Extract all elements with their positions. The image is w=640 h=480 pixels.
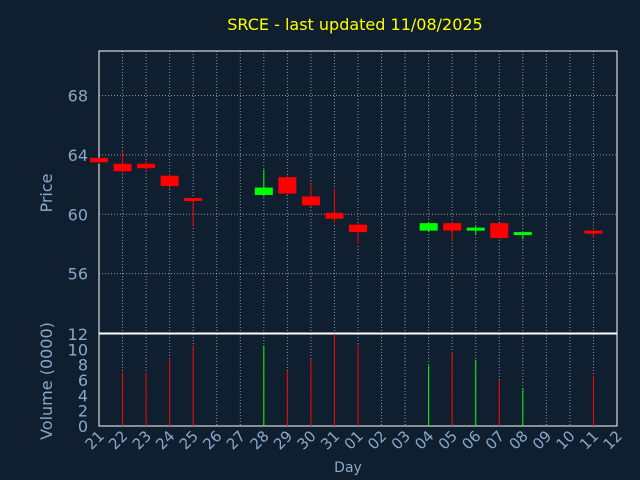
day-tick-label: 31 (317, 427, 343, 453)
day-tick-label: 07 (482, 427, 508, 453)
day-tick-label: 30 (294, 427, 320, 453)
day-tick-label: 01 (341, 427, 367, 453)
candle-body (301, 196, 320, 206)
day-tick-label: 09 (529, 427, 555, 453)
candle-body (513, 232, 532, 236)
price-axis-label: Price (37, 173, 56, 212)
volume-tick-label: 0 (78, 417, 88, 436)
volume-tick-label: 4 (78, 386, 88, 405)
volume-tick-label: 6 (78, 371, 88, 390)
price-tick-label: 68 (68, 87, 88, 106)
day-tick-label: 12 (600, 427, 626, 453)
day-tick-label: 29 (270, 427, 296, 453)
day-tick-label: 25 (176, 427, 202, 453)
candle-body (490, 223, 509, 239)
candle-body (443, 223, 462, 231)
price-panel: 56 60 64 68 (68, 50, 618, 334)
day-tick-label: 08 (505, 427, 531, 453)
day-tick-label: 22 (105, 427, 131, 453)
candle-body (349, 224, 367, 233)
day-tick-label: 24 (152, 427, 178, 453)
day-tick-label: 28 (246, 427, 272, 453)
price-tick-label: 60 (68, 205, 88, 224)
day-tick-label: 26 (199, 427, 225, 453)
volume-panel: 0246810122122232425262728293031010203040… (68, 325, 626, 453)
day-tick-label: 05 (435, 427, 461, 453)
day-tick-label: 10 (553, 427, 579, 453)
candle-body (325, 212, 344, 219)
price-frame (98, 50, 618, 334)
day-tick-label: 03 (388, 427, 414, 453)
day-tick-label: 04 (411, 427, 437, 453)
price-tick-label: 64 (68, 146, 88, 165)
day-tick-label: 11 (576, 427, 602, 453)
volume-tick-label: 12 (68, 325, 88, 344)
candle-body (466, 227, 485, 231)
candle-body (137, 163, 156, 169)
day-tick-label: 02 (364, 427, 390, 453)
candle-body (90, 157, 108, 163)
day-tick-label: 23 (129, 427, 155, 453)
candle-body (113, 163, 132, 172)
candle-body (278, 177, 297, 194)
candle-body (254, 187, 273, 195)
volume-tick-label: 10 (68, 340, 88, 359)
volume-axis-label: Volume (0000) (37, 322, 56, 440)
price-tick-label: 56 (68, 265, 88, 284)
volume-tick-label: 8 (78, 356, 88, 375)
day-axis-label: Day (334, 460, 362, 476)
candle-body (584, 230, 603, 234)
day-tick-label: 27 (223, 427, 249, 453)
candle-body (184, 197, 203, 201)
candle-body (160, 175, 179, 187)
volume-tick-label: 2 (78, 402, 88, 421)
chart-title: SRCE - last updated 11/08/2025 (227, 15, 482, 34)
day-tick-label: 06 (458, 427, 484, 453)
candle-body (419, 223, 438, 231)
